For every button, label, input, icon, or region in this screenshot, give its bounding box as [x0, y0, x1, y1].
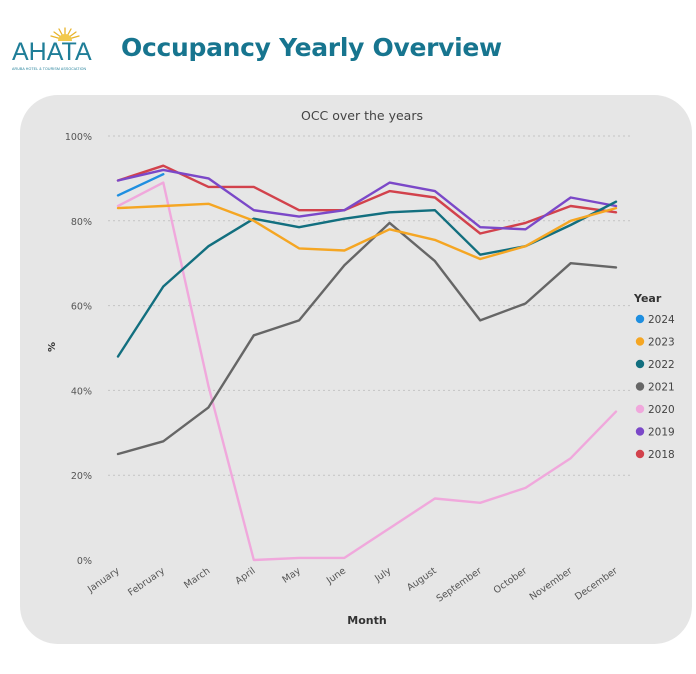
series-line-2019: [116, 168, 618, 231]
series-line-2021: [116, 221, 618, 456]
legend-marker-2021: [635, 382, 645, 391]
y-axis-label: %: [47, 342, 58, 352]
legend-label-2024: 2024: [648, 314, 675, 326]
page-title: Occupancy Yearly Overview: [121, 33, 502, 62]
legend-label-2020: 2020: [648, 404, 675, 416]
logo-wordmark: AHATA: [12, 38, 92, 66]
legend-marker-2019: [635, 427, 645, 436]
x-tick-label: November: [528, 565, 575, 602]
x-tick-label: May: [280, 565, 303, 585]
x-tick-label: June: [324, 565, 348, 587]
series-line-2023: [116, 202, 618, 261]
y-tick-label: 40%: [71, 386, 92, 397]
legend-label-2022: 2022: [648, 359, 675, 371]
x-tick-label: April: [233, 565, 257, 586]
legend-marker-2024: [635, 314, 645, 324]
x-tick-label: March: [182, 565, 212, 591]
y-axis-ticks: 0% 20% 40% 60% 80% 100%: [65, 132, 92, 567]
series-line-2020: [116, 181, 618, 562]
legend-title: Year: [633, 292, 662, 305]
legend: Year 2024 2023 2022 2021 2020 2019 2018: [633, 292, 675, 461]
x-tick-label: August: [405, 565, 439, 593]
sun-icon: [50, 27, 80, 41]
legend-label-2021: 2021: [648, 382, 675, 394]
x-axis-ticks: January February March April May June July Augu…: [85, 565, 620, 604]
logo-subtext: ARUBA HOTEL & TOURISM ASSOCIATION: [12, 67, 87, 71]
page-header: AHATA ARUBA HOTEL & TOURISM ASSOCIATION …: [0, 0, 696, 90]
ahata-logo: AHATA ARUBA HOTEL & TOURISM ASSOCIATION: [10, 26, 114, 74]
series-line-2018: [116, 164, 618, 235]
legend-marker-2018: [635, 449, 645, 459]
y-tick-label: 20%: [71, 471, 92, 482]
legend-label-2023: 2023: [648, 337, 675, 349]
legend-label-2018: 2018: [648, 449, 675, 461]
x-tick-label: December: [573, 565, 620, 602]
y-tick-label: 0%: [77, 556, 92, 567]
series-lines: [116, 164, 618, 562]
chart-panel: [20, 95, 692, 644]
legend-marker-2020: [635, 404, 645, 414]
x-tick-label: February: [126, 565, 167, 598]
y-tick-label: 60%: [71, 302, 92, 313]
series-line-2024: [116, 172, 165, 197]
series-line-2022: [116, 200, 618, 358]
y-tick-label: 80%: [71, 217, 92, 228]
legend-marker-2023: [635, 337, 645, 346]
x-axis-label: Month: [347, 614, 386, 627]
chart-title: OCC over the years: [301, 108, 423, 123]
x-tick-label: September: [435, 565, 484, 604]
gridlines: [108, 135, 632, 476]
legend-marker-2022: [635, 359, 645, 369]
x-tick-label: July: [372, 565, 393, 585]
x-tick-label: October: [492, 565, 530, 596]
y-tick-label: 100%: [65, 132, 92, 143]
legend-label-2019: 2019: [648, 427, 675, 439]
x-tick-label: January: [85, 565, 122, 595]
